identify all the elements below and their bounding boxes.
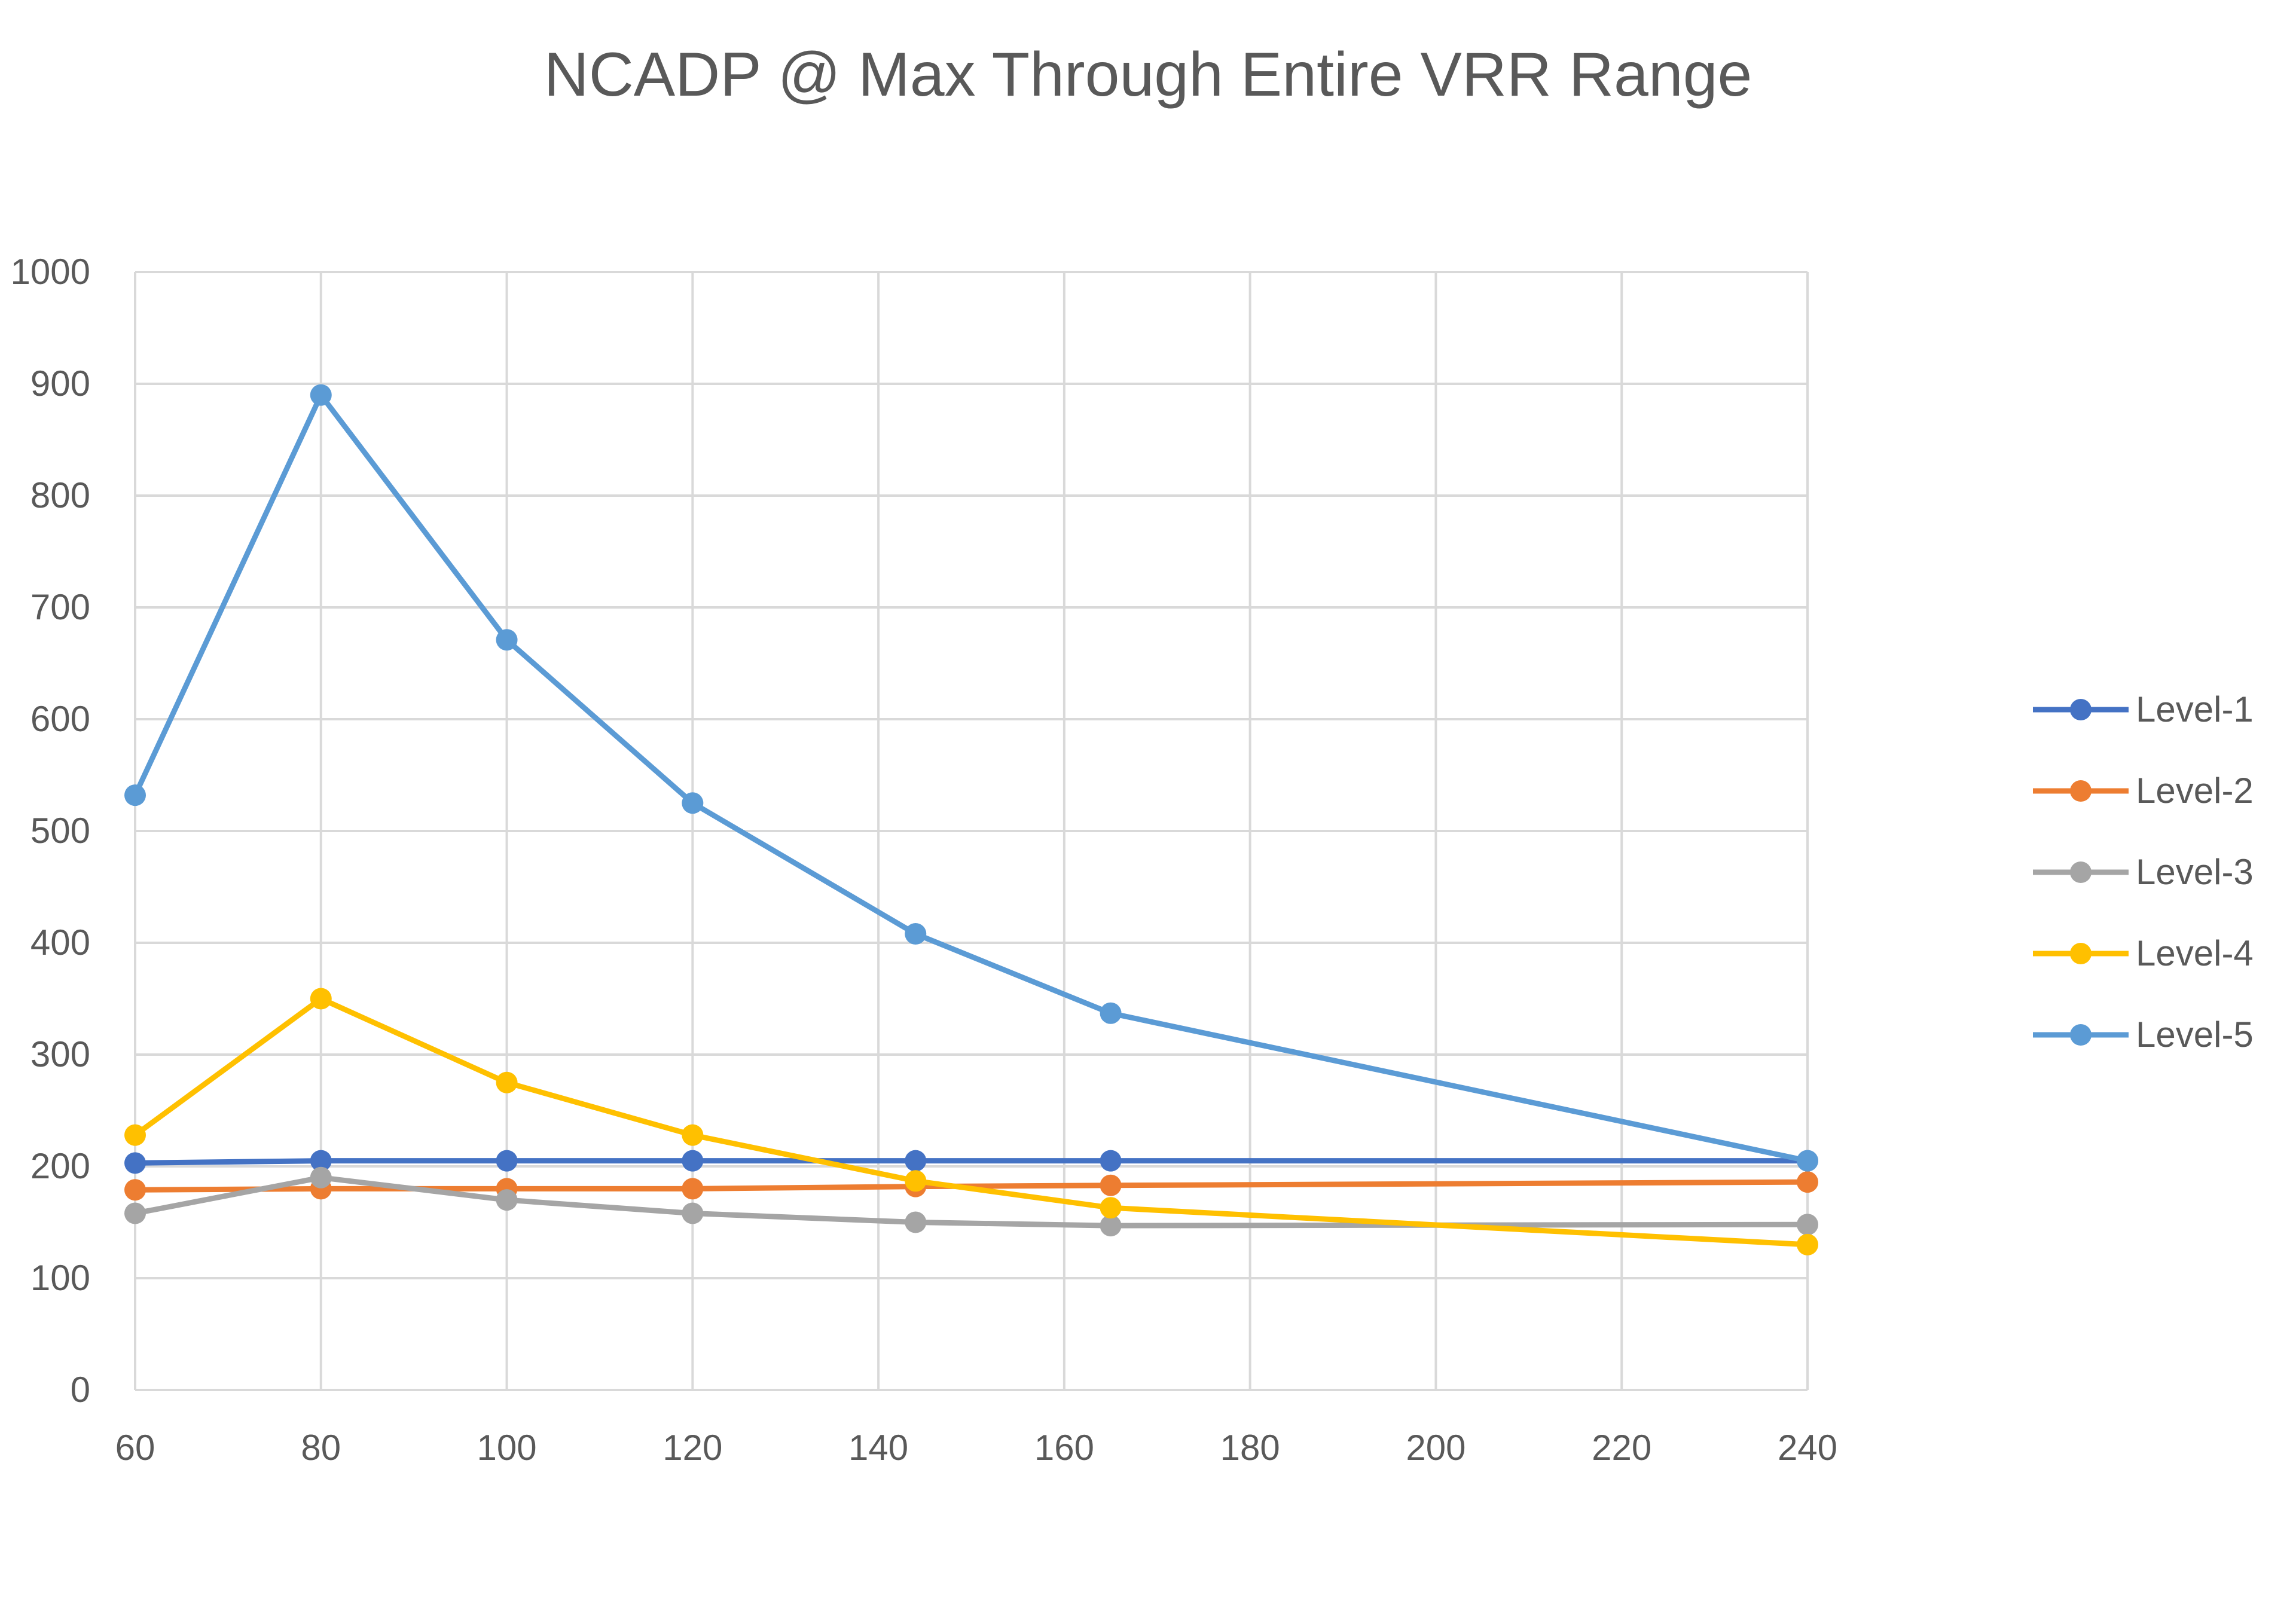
data-point bbox=[124, 1124, 146, 1146]
data-point bbox=[1797, 1233, 1818, 1255]
legend-swatch-marker bbox=[2070, 780, 2092, 802]
series-level-4 bbox=[124, 988, 1818, 1255]
x-tick-label: 140 bbox=[848, 1428, 908, 1468]
y-tick-label: 700 bbox=[30, 587, 90, 627]
y-tick-label: 1000 bbox=[11, 252, 90, 292]
y-tick-label: 300 bbox=[30, 1034, 90, 1074]
legend-swatch-marker bbox=[2070, 1024, 2092, 1046]
x-tick-label: 200 bbox=[1406, 1428, 1465, 1468]
legend-item: Level-4 bbox=[2033, 933, 2254, 973]
x-tick-label: 160 bbox=[1034, 1428, 1094, 1468]
data-point bbox=[905, 1170, 927, 1192]
series-line bbox=[132, 392, 1810, 1164]
y-tick-label: 0 bbox=[71, 1370, 90, 1410]
y-tick-label: 800 bbox=[30, 475, 90, 515]
axis-tick-labels: 0 100 200 300 400 500 600 700 800 900 1000 60 80 100 1… bbox=[11, 252, 1838, 1468]
y-tick-label: 600 bbox=[30, 699, 90, 739]
legend-swatch-marker bbox=[2070, 699, 2092, 720]
data-point bbox=[682, 1202, 704, 1224]
y-tick-label: 400 bbox=[30, 922, 90, 963]
series-level-1 bbox=[124, 1150, 1818, 1174]
x-tick-label: 120 bbox=[662, 1428, 722, 1468]
legend-label: Level-2 bbox=[2136, 771, 2254, 811]
legend-item: Level-2 bbox=[2033, 771, 2254, 811]
data-point bbox=[682, 792, 704, 814]
data-point bbox=[1100, 1174, 1122, 1196]
data-point bbox=[905, 923, 927, 945]
legend-label: Level-5 bbox=[2136, 1015, 2254, 1055]
data-point bbox=[682, 1150, 704, 1172]
legend-swatch-marker bbox=[2070, 861, 2092, 883]
data-point bbox=[1797, 1171, 1818, 1193]
series-line bbox=[132, 996, 1810, 1248]
data-point bbox=[310, 1166, 332, 1189]
data-point bbox=[682, 1178, 704, 1200]
data-point bbox=[496, 1189, 518, 1211]
data-point bbox=[496, 629, 518, 651]
legend-label: Level-3 bbox=[2136, 852, 2254, 892]
data-point bbox=[682, 1124, 704, 1146]
x-tick-label: 80 bbox=[301, 1428, 341, 1468]
chart-title: NCADP @ Max Through Entire VRR Range bbox=[544, 40, 1752, 109]
data-point bbox=[905, 1150, 927, 1172]
data-point bbox=[124, 1202, 146, 1224]
series-line bbox=[132, 1158, 1810, 1166]
data-point bbox=[1797, 1150, 1818, 1172]
data-point bbox=[1100, 1002, 1122, 1024]
y-tick-label: 900 bbox=[30, 363, 90, 404]
legend: Level-1 Level-2 Level-3 Level-4 Level-5 bbox=[2033, 689, 2254, 1055]
data-point bbox=[310, 988, 332, 1010]
x-tick-label: 100 bbox=[477, 1428, 537, 1468]
y-tick-label: 500 bbox=[30, 811, 90, 851]
legend-label: Level-4 bbox=[2136, 933, 2254, 973]
series-level-3 bbox=[124, 1166, 1818, 1237]
data-point bbox=[905, 1211, 927, 1233]
legend-item: Level-1 bbox=[2033, 689, 2254, 729]
x-tick-label: 60 bbox=[115, 1428, 155, 1468]
legend-swatch-marker bbox=[2070, 943, 2092, 964]
legend-label: Level-1 bbox=[2136, 689, 2254, 729]
data-point bbox=[124, 1152, 146, 1174]
x-tick-label: 240 bbox=[1778, 1428, 1837, 1468]
data-point bbox=[1100, 1150, 1122, 1172]
data-point bbox=[496, 1150, 518, 1172]
x-tick-label: 180 bbox=[1220, 1428, 1280, 1468]
series-level-5 bbox=[124, 384, 1818, 1172]
x-tick-label: 220 bbox=[1592, 1428, 1651, 1468]
y-tick-label: 200 bbox=[30, 1146, 90, 1186]
data-point bbox=[124, 784, 146, 806]
data-point bbox=[124, 1179, 146, 1201]
data-point bbox=[1100, 1215, 1122, 1237]
series-lines bbox=[124, 384, 1818, 1255]
legend-item: Level-5 bbox=[2033, 1015, 2254, 1055]
data-point bbox=[496, 1071, 518, 1093]
data-point bbox=[310, 384, 332, 406]
y-tick-label: 100 bbox=[30, 1258, 90, 1298]
data-point bbox=[310, 1150, 332, 1172]
data-point bbox=[1100, 1197, 1122, 1219]
data-point bbox=[1797, 1214, 1818, 1236]
legend-item: Level-3 bbox=[2033, 852, 2254, 892]
